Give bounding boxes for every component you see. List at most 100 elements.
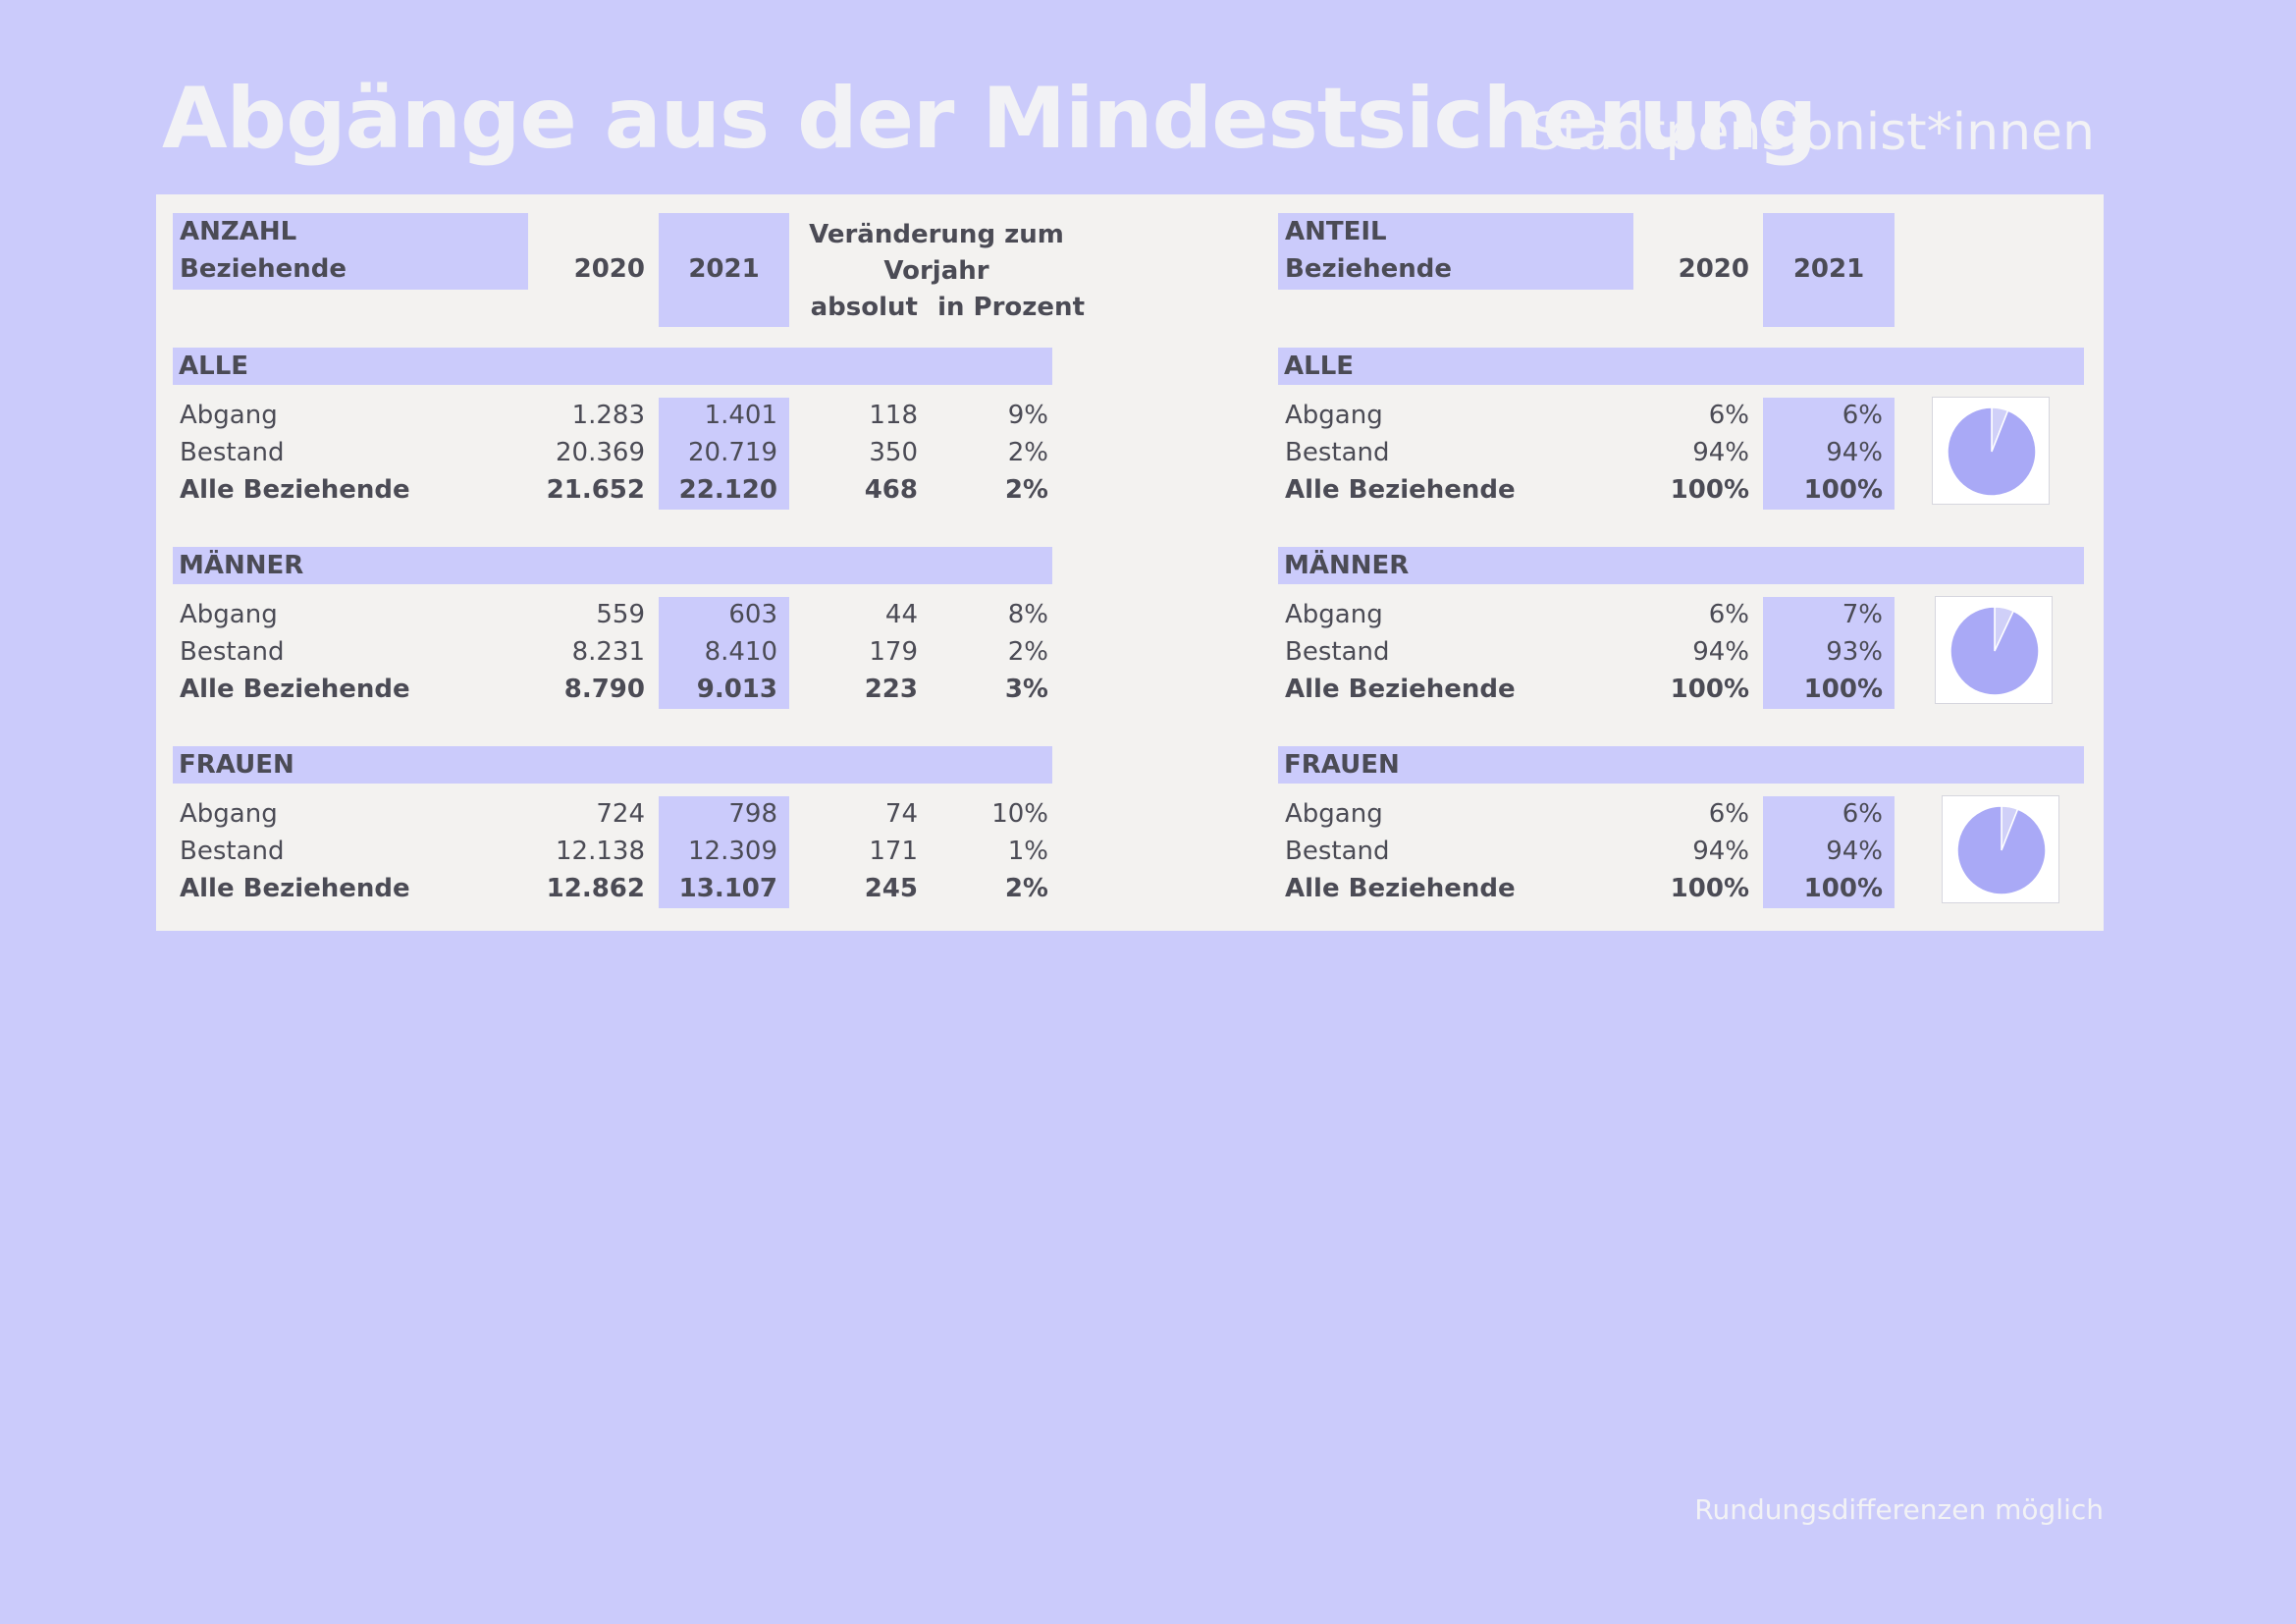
row-value-2020: 21.652	[546, 475, 645, 505]
row-share-2020: 94%	[1692, 637, 1749, 667]
left-section-title-maenner: MÄNNER	[173, 547, 1052, 584]
row-value-2020: 1.283	[571, 401, 645, 430]
right-header-label-bg	[1278, 213, 1633, 290]
row-share-2021: 6%	[1842, 799, 1883, 829]
row-label: Bestand	[1285, 637, 1390, 667]
left-header-label-bg	[173, 213, 528, 290]
pie-chart-alle	[1932, 397, 2050, 505]
row-change-abs: 245	[864, 874, 918, 903]
row-value-2021: 603	[728, 600, 777, 629]
row-value-2021: 1.401	[704, 401, 777, 430]
table-panel: ANZAHL Beziehende 2020 2021 Veränderung …	[156, 194, 2104, 931]
right-col-2021-bg	[1763, 796, 1895, 908]
row-change-abs: 223	[864, 675, 918, 704]
row-label: Abgang	[180, 600, 278, 629]
left-section-title-alle: ALLE	[173, 348, 1052, 385]
left-section-title-frauen: FRAUEN	[173, 746, 1052, 784]
row-change-abs: 171	[869, 837, 918, 866]
row-share-2021: 94%	[1826, 438, 1883, 467]
left-col-2021-bg	[659, 597, 789, 709]
left-header-change-line1: Veränderung zum	[809, 220, 1064, 249]
row-change-pct: 2%	[1007, 637, 1048, 667]
pie-svg	[1956, 805, 2047, 895]
left-col-2021-bg	[659, 796, 789, 908]
left-header-absolut: absolut	[810, 293, 918, 322]
row-label: Abgang	[180, 401, 278, 430]
pie-slice-bestand	[1956, 805, 2047, 895]
row-value-2020: 12.138	[556, 837, 645, 866]
row-change-pct: 3%	[1004, 675, 1048, 704]
page-subtitle: Stadtpensionist*innen	[1528, 103, 2095, 162]
left-header-2021: 2021	[688, 254, 760, 284]
pie-chart-frauen	[1942, 795, 2059, 903]
pie-chart-maenner	[1935, 596, 2053, 704]
row-label: Alle Beziehende	[1285, 675, 1516, 704]
row-label: Abgang	[1285, 401, 1383, 430]
row-value-2020: 12.862	[546, 874, 645, 903]
row-value-2020: 8.790	[563, 675, 645, 704]
left-col-2021-bg	[659, 398, 789, 510]
row-value-2020: 559	[596, 600, 645, 629]
row-label: Bestand	[180, 438, 285, 467]
row-change-abs: 179	[869, 637, 918, 667]
left-header-in-prozent: in Prozent	[937, 293, 1085, 322]
row-value-2020: 724	[596, 799, 645, 829]
row-label: Bestand	[180, 637, 285, 667]
row-value-2021: 12.309	[688, 837, 777, 866]
row-change-pct: 1%	[1007, 837, 1048, 866]
row-value-2020: 8.231	[571, 637, 645, 667]
row-change-pct: 2%	[1004, 475, 1048, 505]
row-label: Bestand	[1285, 837, 1390, 866]
row-change-pct: 9%	[1007, 401, 1048, 430]
row-share-2020: 100%	[1670, 675, 1749, 704]
row-change-abs: 118	[869, 401, 918, 430]
row-share-2020: 6%	[1708, 799, 1749, 829]
right-section-title-maenner: MÄNNER	[1278, 547, 2084, 584]
row-change-abs: 74	[884, 799, 918, 829]
page-title: Abgänge aus der Mindestsicherung	[162, 70, 1817, 168]
row-value-2021: 8.410	[704, 637, 777, 667]
row-share-2020: 100%	[1670, 874, 1749, 903]
row-share-2021: 7%	[1842, 600, 1883, 629]
row-share-2020: 6%	[1708, 600, 1749, 629]
row-change-pct: 8%	[1007, 600, 1048, 629]
left-col-2021-header-bg	[659, 213, 789, 327]
row-label: Bestand	[180, 837, 285, 866]
row-label: Alle Beziehende	[180, 475, 410, 505]
right-col-2021-bg	[1763, 398, 1895, 510]
row-label: Alle Beziehende	[180, 675, 410, 704]
row-share-2021: 6%	[1842, 401, 1883, 430]
row-change-pct: 2%	[1007, 438, 1048, 467]
row-change-pct: 10%	[991, 799, 1048, 829]
right-header-2020: 2020	[1678, 254, 1749, 284]
left-header-2020: 2020	[573, 254, 645, 284]
right-col-2021-bg	[1763, 597, 1895, 709]
row-share-2021: 94%	[1826, 837, 1883, 866]
row-change-abs: 468	[864, 475, 918, 505]
right-header-label-line1: ANTEIL	[1285, 217, 1387, 246]
right-col-2021-header-bg	[1763, 213, 1895, 327]
row-label: Abgang	[1285, 799, 1383, 829]
footnote: Rundungsdifferenzen möglich	[1694, 1493, 2104, 1526]
row-share-2021: 93%	[1826, 637, 1883, 667]
row-label: Bestand	[1285, 438, 1390, 467]
left-header-label-line2: Beziehende	[180, 254, 347, 284]
row-value-2021: 9.013	[696, 675, 777, 704]
row-label: Alle Beziehende	[180, 874, 410, 903]
row-label: Alle Beziehende	[1285, 475, 1516, 505]
row-label: Abgang	[180, 799, 278, 829]
right-header-2021: 2021	[1792, 254, 1865, 284]
row-share-2020: 94%	[1692, 837, 1749, 866]
row-label: Abgang	[1285, 600, 1383, 629]
row-share-2020: 100%	[1670, 475, 1749, 505]
pie-slice-bestand	[1947, 406, 2037, 497]
row-share-2020: 6%	[1708, 401, 1749, 430]
row-value-2021: 20.719	[688, 438, 777, 467]
row-value-2021: 22.120	[678, 475, 777, 505]
row-value-2020: 20.369	[556, 438, 645, 467]
row-share-2021: 100%	[1803, 475, 1883, 505]
left-header-label-line1: ANZAHL	[180, 217, 297, 246]
row-share-2021: 100%	[1803, 675, 1883, 704]
pie-svg	[1949, 606, 2040, 696]
right-section-title-alle: ALLE	[1278, 348, 2084, 385]
